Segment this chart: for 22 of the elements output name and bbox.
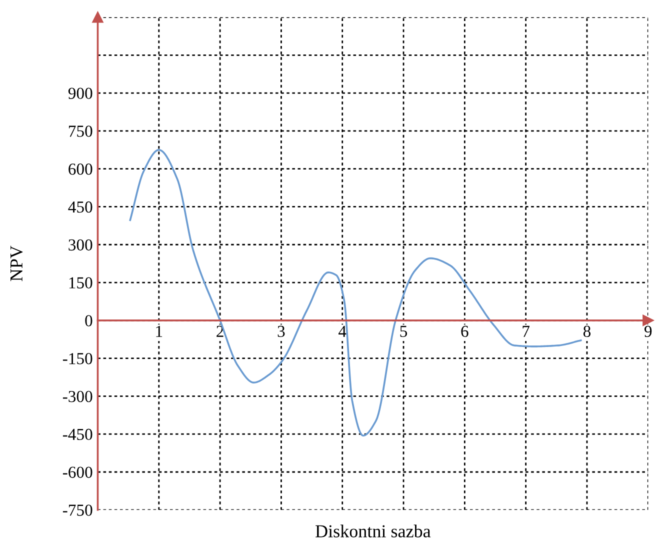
- y-tick-label: 600: [68, 164, 92, 175]
- y-tick-label: -450: [62, 428, 92, 440]
- y-tick-label: -300: [62, 390, 92, 402]
- x-axis-title: Diskontni sazba: [316, 524, 431, 538]
- x-tick-label: 1: [156, 326, 162, 337]
- y-tick-label: 900: [68, 88, 92, 99]
- y-tick-label: 300: [68, 239, 92, 251]
- y-tick-label: 150: [69, 277, 92, 288]
- y-tick-label: 0: [85, 315, 92, 326]
- y-axis-title: NPV: [10, 246, 23, 282]
- y-tick-label: -750: [62, 504, 92, 516]
- y-tick-label: -600: [62, 466, 92, 478]
- x-tick-label: 4: [338, 326, 346, 337]
- x-tick-label: 3: [278, 326, 285, 338]
- x-tick-label: 6: [461, 326, 468, 338]
- x-tick-label: 5: [400, 326, 408, 338]
- y-tick-label: -150: [62, 353, 92, 364]
- x-tick-label: 9: [644, 326, 652, 338]
- y-tick-label: 750: [68, 126, 92, 137]
- x-tick-label: 7: [522, 326, 530, 337]
- x-tick-label: 8: [583, 326, 591, 338]
- y-tick-label: 450: [68, 201, 92, 213]
